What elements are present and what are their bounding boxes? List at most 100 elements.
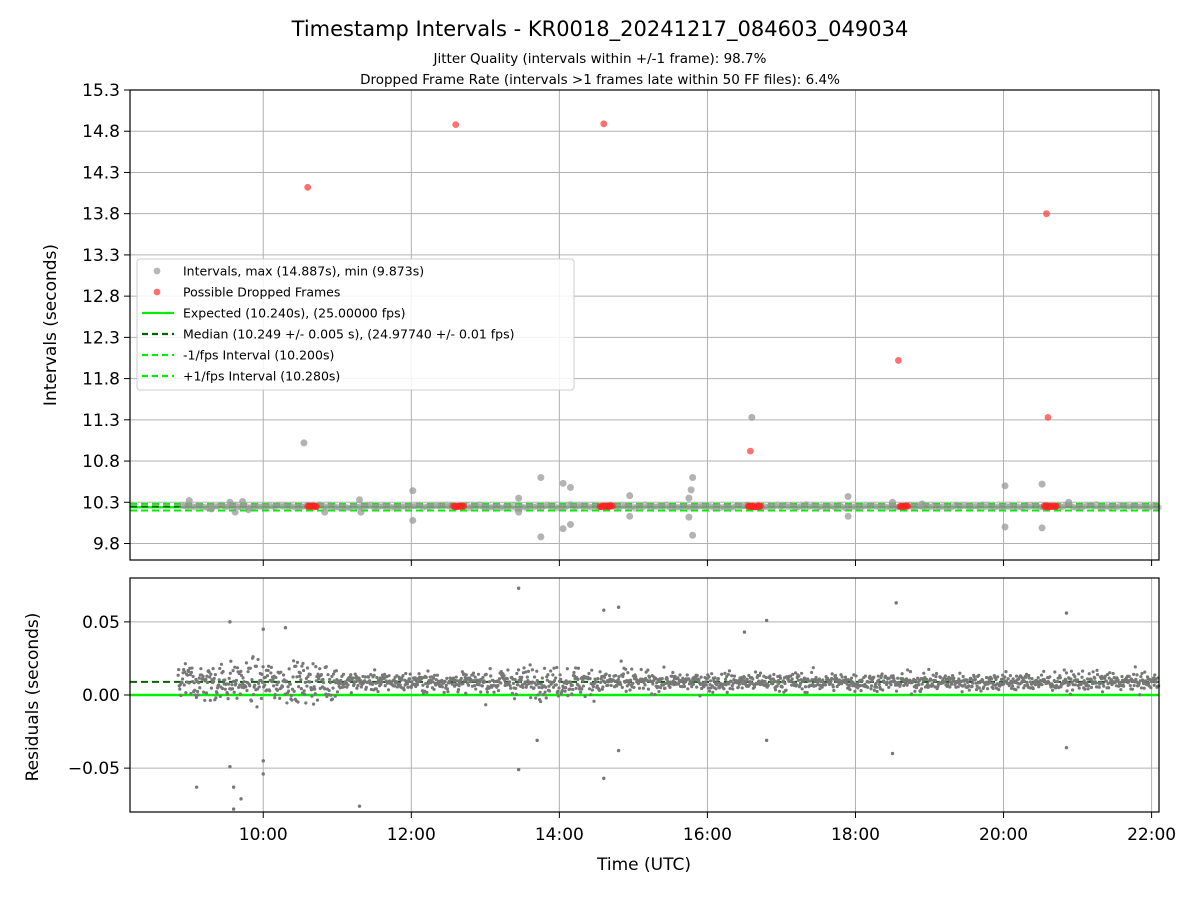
residual-point bbox=[284, 679, 288, 683]
residual-point bbox=[492, 690, 496, 694]
residual-point bbox=[673, 674, 677, 678]
residual-point bbox=[830, 677, 834, 681]
residual-point bbox=[1142, 686, 1146, 690]
residual-point bbox=[1083, 687, 1087, 691]
residual-point bbox=[698, 694, 702, 698]
residual-point bbox=[1054, 683, 1059, 688]
residual-point bbox=[321, 680, 326, 685]
residual-point bbox=[710, 684, 714, 688]
residual-point bbox=[1107, 676, 1111, 680]
residual-point bbox=[215, 691, 219, 695]
residual-point bbox=[977, 673, 981, 677]
dropped-frame-point bbox=[460, 502, 467, 510]
residual-point bbox=[898, 682, 903, 686]
residual-point bbox=[1144, 679, 1148, 683]
residual-point bbox=[730, 684, 734, 688]
residual-point bbox=[715, 681, 719, 685]
residual-point bbox=[446, 689, 450, 694]
residual-point bbox=[524, 670, 528, 674]
residual-point bbox=[570, 692, 574, 696]
residual-point bbox=[626, 670, 630, 675]
residual-point bbox=[349, 673, 353, 677]
residual-point bbox=[204, 677, 208, 681]
interval-point bbox=[689, 531, 697, 539]
residual-point bbox=[1069, 669, 1074, 673]
residual-point bbox=[1067, 682, 1071, 687]
residual-point bbox=[690, 685, 694, 689]
residual-point bbox=[619, 682, 623, 687]
residual-point bbox=[406, 679, 411, 684]
residual-point bbox=[229, 659, 233, 663]
residual-point bbox=[732, 674, 737, 678]
dropped-frame-point bbox=[746, 447, 754, 455]
residual-point bbox=[239, 669, 243, 674]
residual-point bbox=[450, 682, 454, 686]
residual-point bbox=[763, 679, 767, 684]
residual-point bbox=[574, 666, 578, 670]
interval-point bbox=[515, 494, 523, 502]
residual-point bbox=[295, 675, 299, 679]
residual-point bbox=[757, 679, 761, 683]
residual-point bbox=[880, 672, 884, 676]
residual-point bbox=[971, 681, 975, 685]
residual-point bbox=[620, 685, 624, 690]
residual-point bbox=[637, 686, 642, 690]
residual-point bbox=[290, 698, 294, 702]
residual-point bbox=[232, 690, 236, 694]
residual-point bbox=[506, 668, 510, 672]
residual-point bbox=[516, 683, 520, 687]
residual-point bbox=[357, 804, 362, 808]
interval-point bbox=[844, 512, 852, 520]
residual-point bbox=[231, 785, 236, 789]
residual-point bbox=[313, 687, 317, 691]
residual-point bbox=[302, 689, 306, 693]
residual-point bbox=[1064, 745, 1069, 750]
residual-point bbox=[650, 692, 654, 696]
residual-point bbox=[768, 677, 773, 681]
residual-point bbox=[178, 683, 182, 687]
residual-point bbox=[376, 689, 380, 694]
residual-point bbox=[194, 785, 199, 789]
residual-point bbox=[717, 686, 722, 690]
residual-point bbox=[525, 675, 529, 679]
residual-point bbox=[869, 684, 874, 688]
legend-marker bbox=[153, 288, 161, 296]
residual-point bbox=[457, 684, 461, 688]
residual-point bbox=[919, 687, 924, 691]
residual-point bbox=[796, 678, 800, 682]
interval-point bbox=[685, 494, 693, 502]
residual-point bbox=[559, 677, 563, 681]
residual-point bbox=[257, 685, 261, 689]
chart-subtitle-dropped: Dropped Frame Rate (intervals >1 frames … bbox=[360, 72, 840, 88]
residual-point bbox=[298, 671, 302, 675]
residual-point bbox=[328, 681, 332, 685]
residual-point bbox=[354, 674, 358, 679]
residual-point bbox=[547, 689, 552, 693]
residual-point bbox=[218, 694, 222, 699]
residual-point bbox=[214, 696, 218, 700]
residual-point bbox=[906, 668, 910, 672]
interval-point bbox=[689, 474, 697, 482]
residual-point bbox=[630, 667, 634, 671]
interval-point bbox=[185, 497, 193, 505]
residual-point bbox=[1069, 677, 1073, 681]
legend-label: -1/fps Interval (10.200s) bbox=[183, 348, 334, 363]
residual-point bbox=[310, 694, 314, 698]
residual-point bbox=[629, 678, 633, 682]
residual-point bbox=[543, 690, 547, 694]
residual-point bbox=[848, 687, 852, 692]
residual-point bbox=[274, 675, 278, 680]
interval-point bbox=[207, 505, 215, 513]
residual-point bbox=[539, 682, 543, 686]
residual-point bbox=[727, 682, 731, 686]
residual-point bbox=[406, 685, 410, 689]
residual-point bbox=[777, 689, 782, 693]
residual-point bbox=[235, 666, 240, 670]
residual-point bbox=[624, 667, 628, 671]
residual-point bbox=[958, 671, 962, 675]
residual-point bbox=[837, 682, 841, 687]
residual-point bbox=[484, 672, 488, 676]
residual-point bbox=[725, 690, 729, 694]
residual-point bbox=[1064, 678, 1068, 682]
residual-point bbox=[631, 681, 635, 685]
